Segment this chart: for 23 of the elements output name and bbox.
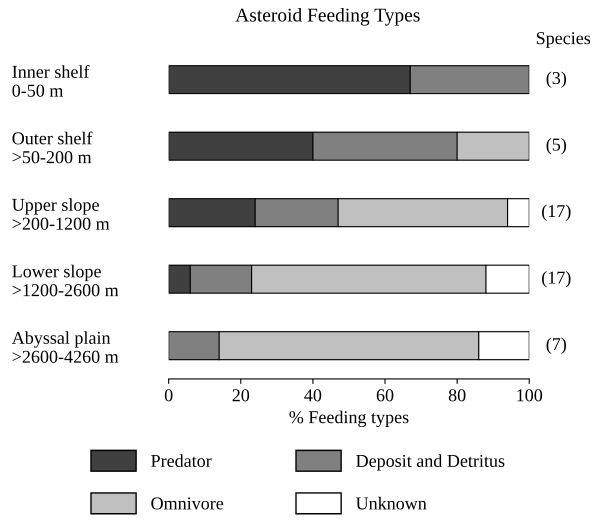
legend-label: Omnivore <box>151 497 224 510</box>
chart-title: Asteroid Feeding Types <box>235 8 420 26</box>
y-tick-label: Lower slope >1200-2600 m <box>12 264 118 296</box>
text: (5) <box>546 138 566 154</box>
y-tick-label: Upper slope >200-1200 m <box>12 198 110 230</box>
y-tick-label: Outer shelf >50-200 m <box>12 132 92 164</box>
legend-label: Unknown <box>356 496 427 510</box>
text: (7) <box>546 338 566 354</box>
x-axis-title: % Feeding types <box>289 410 408 428</box>
text: (17) <box>542 271 571 288</box>
text: Species <box>536 32 590 48</box>
legend-label: Deposit and Detritus <box>356 454 504 471</box>
x-tick-label: 40 <box>304 389 322 402</box>
x-tick-label: 80 <box>448 389 466 402</box>
x-tick-label: 20 <box>232 389 250 402</box>
y-tick-label: Abyssal plain >2600-4260 m <box>12 331 118 363</box>
text: (3) <box>546 71 566 88</box>
x-tick-label: 60 <box>376 389 394 402</box>
x-tick-label: 0 <box>164 389 172 402</box>
legend-label: Predator <box>151 454 212 467</box>
x-tick-label: 100 <box>517 389 542 402</box>
text: (17) <box>542 204 571 221</box>
y-tick-label: Inner shelf 0-50 m <box>12 65 90 97</box>
